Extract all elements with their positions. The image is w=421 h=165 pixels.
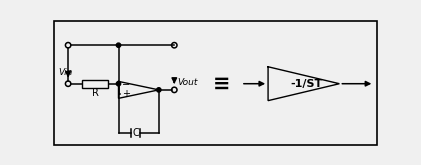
Circle shape — [116, 43, 121, 47]
Circle shape — [116, 82, 121, 86]
Text: −: − — [123, 80, 131, 90]
Text: Vin: Vin — [59, 68, 73, 77]
Circle shape — [157, 88, 161, 92]
Text: +: + — [123, 89, 131, 99]
Text: -1/ST: -1/ST — [290, 79, 323, 89]
Text: Vout: Vout — [177, 78, 198, 87]
Text: C: C — [132, 128, 139, 138]
Text: R: R — [92, 88, 99, 98]
Text: ≡: ≡ — [213, 74, 230, 94]
FancyBboxPatch shape — [54, 21, 377, 145]
FancyBboxPatch shape — [82, 80, 109, 88]
